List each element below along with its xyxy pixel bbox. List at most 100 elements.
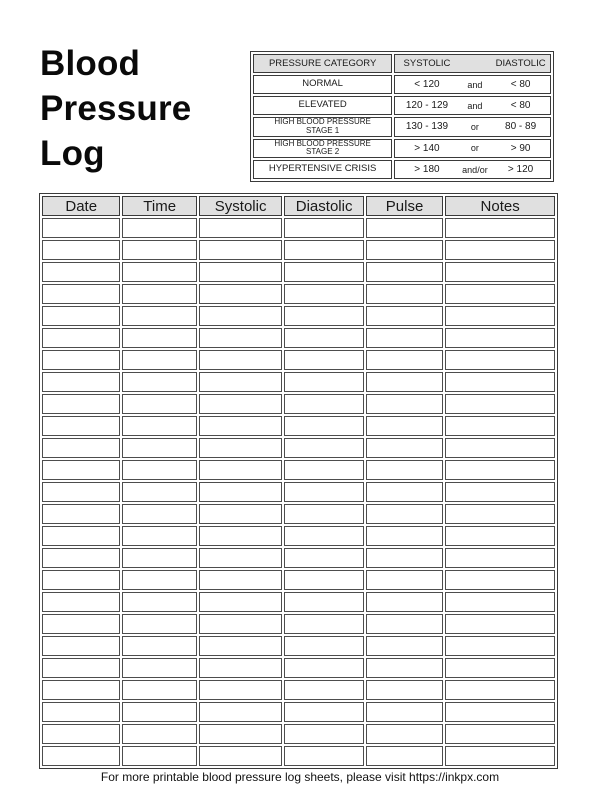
- log-cell: [445, 724, 555, 744]
- log-cell: [122, 218, 197, 238]
- log-cell: [42, 658, 121, 678]
- log-cell: [122, 372, 197, 392]
- log-row: [42, 724, 555, 744]
- log-cell: [122, 328, 197, 348]
- log-cell: [365, 416, 444, 436]
- log-cell: [122, 350, 197, 370]
- ref-row-stage2: HIGH BLOOD PRESSURE STAGE 2 > 140 or > 9…: [253, 138, 551, 159]
- log-cell: [284, 262, 364, 282]
- log-cell: [42, 614, 121, 634]
- log-header-date: Date: [42, 196, 121, 216]
- ref-values-cell: < 120 and < 80: [394, 75, 551, 94]
- log-cell: [284, 328, 364, 348]
- log-cell: [445, 482, 555, 502]
- log-header-row: Date Time Systolic Diastolic Pulse Notes: [42, 196, 555, 216]
- log-cell: [445, 614, 555, 634]
- log-cell: [445, 328, 555, 348]
- log-cell: [42, 570, 121, 590]
- ref-values-cell: > 140 or > 90: [394, 138, 551, 159]
- log-row: [42, 570, 555, 590]
- log-cell: [445, 636, 555, 656]
- log-table-body: [42, 218, 555, 766]
- log-row: [42, 262, 555, 282]
- log-cell: [445, 658, 555, 678]
- log-cell: [284, 680, 364, 700]
- log-cell: [365, 306, 444, 326]
- log-cell: [445, 416, 555, 436]
- ref-category-text: HYPERTENSIVE CRISIS: [268, 163, 377, 175]
- log-cell: [284, 548, 364, 568]
- log-cell: [122, 306, 197, 326]
- log-cell: [365, 328, 444, 348]
- ref-header-systolic: SYSTOLIC: [403, 58, 451, 69]
- ref-header-row: PRESSURE CATEGORY SYSTOLIC DIASTOLIC: [253, 54, 551, 73]
- log-row: [42, 372, 555, 392]
- log-cell: [365, 636, 444, 656]
- log-cell: [122, 526, 197, 546]
- ref-header-values: SYSTOLIC DIASTOLIC: [394, 54, 551, 73]
- log-cell: [42, 240, 121, 260]
- log-cell: [42, 636, 121, 656]
- log-cell: [198, 548, 283, 568]
- log-cell: [284, 306, 364, 326]
- log-cell: [284, 636, 364, 656]
- log-row: [42, 702, 555, 722]
- ref-systolic-value: > 180: [414, 164, 440, 176]
- log-cell: [284, 658, 364, 678]
- log-cell: [284, 284, 364, 304]
- log-cell: [42, 262, 121, 282]
- log-cell: [42, 306, 121, 326]
- log-cell: [198, 218, 283, 238]
- log-row: [42, 416, 555, 436]
- log-cell: [365, 350, 444, 370]
- ref-row-crisis: HYPERTENSIVE CRISIS > 180 and/or > 120: [253, 160, 551, 180]
- ref-category-cell: HIGH BLOOD PRESSURE STAGE 1: [253, 117, 393, 137]
- log-row: [42, 746, 555, 766]
- log-cell: [445, 262, 555, 282]
- log-cell: [365, 680, 444, 700]
- log-cell: [445, 746, 555, 766]
- log-cell: [284, 746, 364, 766]
- ref-connector: or: [470, 121, 479, 132]
- log-cell: [284, 592, 364, 612]
- log-cell: [365, 482, 444, 502]
- log-cell: [365, 372, 444, 392]
- ref-connector: and: [467, 79, 483, 90]
- log-cell: [42, 460, 121, 480]
- ref-category-text-2: STAGE 2: [306, 147, 340, 157]
- ref-connector: and/or: [462, 164, 488, 175]
- log-cell: [122, 636, 197, 656]
- log-cell: [122, 548, 197, 568]
- log-cell: [284, 460, 364, 480]
- log-cell: [284, 438, 364, 458]
- log-cell: [365, 592, 444, 612]
- ref-systolic-value: 120 - 129: [405, 100, 449, 111]
- log-cell: [122, 570, 197, 590]
- ref-row-stage1: HIGH BLOOD PRESSURE STAGE 1 130 - 139 or…: [253, 117, 551, 137]
- log-cell: [284, 482, 364, 502]
- log-cell: [122, 702, 197, 722]
- log-cell: [284, 394, 364, 414]
- log-cell: [122, 438, 197, 458]
- log-cell: [365, 724, 444, 744]
- log-row: [42, 394, 555, 414]
- log-cell: [365, 218, 444, 238]
- log-cell: [122, 658, 197, 678]
- log-cell: [365, 548, 444, 568]
- ref-row-elevated: ELEVATED 120 - 129 and < 80: [253, 96, 551, 115]
- ref-connector: or: [470, 143, 479, 154]
- log-cell: [42, 680, 121, 700]
- log-row: [42, 284, 555, 304]
- log-cell: [365, 702, 444, 722]
- log-cell: [445, 394, 555, 414]
- log-row: [42, 548, 555, 568]
- log-cell: [122, 284, 197, 304]
- ref-category-text: HIGH BLOOD PRESSURE: [274, 138, 371, 148]
- log-cell: [284, 372, 364, 392]
- log-row: [42, 504, 555, 524]
- log-cell: [42, 548, 121, 568]
- log-cell: [198, 328, 283, 348]
- log-cell: [445, 350, 555, 370]
- footer-note: For more printable blood pressure log sh…: [100, 770, 500, 784]
- ref-category-text: ELEVATED: [298, 99, 347, 111]
